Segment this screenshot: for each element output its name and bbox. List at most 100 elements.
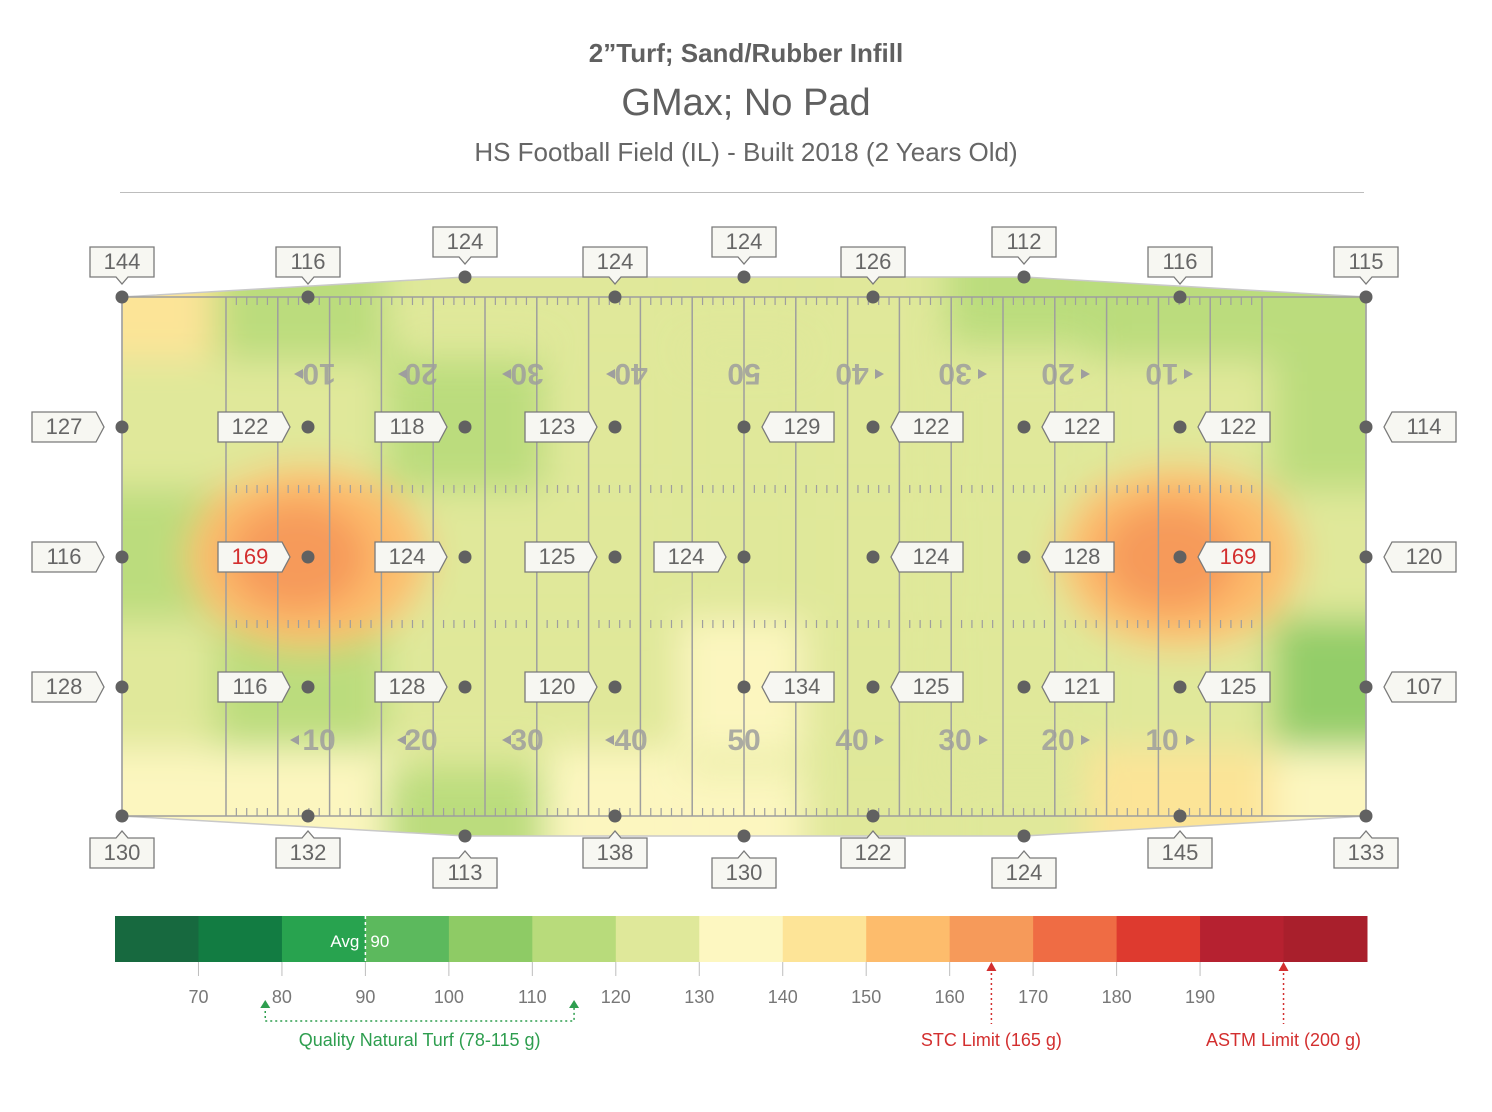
scale-band <box>448 916 533 962</box>
value-label-box <box>653 541 727 573</box>
measurement-point: 124 <box>374 541 472 573</box>
heat-cell <box>946 277 1102 345</box>
scale-tick-label: 120 <box>601 987 631 1007</box>
heat-cell <box>385 277 545 345</box>
measurement-point: 144 <box>89 246 155 304</box>
heat-hotspot-core <box>228 502 368 612</box>
value-label-box <box>991 226 1057 265</box>
point-dot <box>458 420 472 434</box>
point-dot <box>458 680 472 694</box>
value-label-box <box>1383 541 1457 573</box>
scale-band <box>949 916 1034 962</box>
point-dot <box>1173 809 1187 823</box>
value-label: 123 <box>539 414 576 439</box>
measurement-point: 118 <box>374 411 472 443</box>
yard-number-top: 10 <box>1145 357 1178 390</box>
yard-number-bottom: 30 <box>938 724 971 757</box>
value-label-box <box>1041 411 1115 443</box>
measurement-point: 125 <box>866 671 964 703</box>
value-label: 126 <box>855 249 892 274</box>
scale-tick-label: 130 <box>684 987 714 1007</box>
yard-number-top: 30 <box>938 357 971 390</box>
measurement-point: 112 <box>991 226 1057 284</box>
value-label: 116 <box>232 674 267 699</box>
scale-band <box>782 916 867 962</box>
value-label-box <box>217 411 291 443</box>
scale-band <box>365 916 450 962</box>
scale-band <box>699 916 784 962</box>
value-label-box <box>432 226 498 265</box>
point-dot <box>737 680 751 694</box>
value-label: 132 <box>290 840 327 865</box>
measurement-point: 132 <box>275 809 341 869</box>
point-dot <box>1017 550 1031 564</box>
value-label-box <box>1333 830 1399 869</box>
value-label-box <box>1383 411 1457 443</box>
value-label: 124 <box>668 544 705 569</box>
value-label: 124 <box>597 249 634 274</box>
heat-cell <box>1273 619 1366 755</box>
point-dot <box>458 550 472 564</box>
point-dot <box>301 809 315 823</box>
point-dot <box>1017 829 1031 843</box>
measurement-point: 124 <box>711 226 777 284</box>
point-dot <box>115 809 129 823</box>
measurement-point: 128 <box>1017 541 1115 573</box>
measurement-point: 116 <box>217 671 315 703</box>
measurement-point: 120 <box>1359 541 1457 573</box>
value-label: 122 <box>232 414 269 439</box>
yard-number-bottom: 40 <box>614 724 647 757</box>
astm-limit-arrow <box>1278 962 1289 971</box>
measurement-point: 130 <box>711 829 777 889</box>
direction-arrow <box>398 369 407 379</box>
value-label: 124 <box>913 544 950 569</box>
value-label-box <box>1197 411 1271 443</box>
point-dot <box>608 809 622 823</box>
point-dot <box>458 270 472 284</box>
point-dot <box>1359 420 1373 434</box>
measurement-point: 124 <box>866 541 964 573</box>
measurement-point: 122 <box>217 411 315 443</box>
chart-caption: HS Football Field (IL) - Built 2018 (2 Y… <box>474 137 1018 167</box>
measurement-point: 124 <box>653 541 751 573</box>
measurement-point: 145 <box>1147 809 1213 869</box>
scale-band <box>532 916 617 962</box>
direction-arrow <box>502 735 511 745</box>
direction-arrow <box>1186 735 1195 745</box>
scale-band <box>1033 916 1118 962</box>
value-label: 133 <box>1348 840 1385 865</box>
measurement-point: 169 <box>1173 541 1271 573</box>
scale-tick-label: 80 <box>272 987 292 1007</box>
point-dot <box>737 420 751 434</box>
measurement-points: 144 116 124 124 124 126 112 116 115 127 122 118 123 1… <box>31 226 1457 889</box>
value-label-box <box>761 411 835 443</box>
measurement-point: 113 <box>432 829 498 889</box>
value-label: 128 <box>1064 544 1101 569</box>
value-label: 169 <box>232 544 269 569</box>
value-label-box <box>374 671 448 703</box>
point-dot <box>1359 809 1373 823</box>
direction-arrow <box>1081 735 1090 745</box>
value-label: 124 <box>447 229 484 254</box>
point-dot <box>1173 420 1187 434</box>
yard-number-top: 20 <box>1041 357 1074 390</box>
yard-number-bottom: 40 <box>835 724 868 757</box>
chart-subtitle: GMax; No Pad <box>621 82 871 124</box>
yard-number-bottom: 10 <box>1145 724 1178 757</box>
measurement-point: 130 <box>89 809 155 869</box>
value-label: 107 <box>1406 674 1443 699</box>
yard-number-bottom: 20 <box>404 724 437 757</box>
value-label: 128 <box>46 674 83 699</box>
point-dot <box>608 680 622 694</box>
value-label-box <box>524 671 598 703</box>
value-label-box <box>275 246 341 285</box>
value-label-box <box>524 541 598 573</box>
stc-limit-arrow <box>986 962 997 971</box>
heat-cell <box>122 619 215 755</box>
value-label-box <box>840 830 906 869</box>
value-label-box <box>432 850 498 889</box>
heat-cell <box>385 768 545 836</box>
value-label: 113 <box>447 860 482 885</box>
value-label-box <box>761 671 835 703</box>
